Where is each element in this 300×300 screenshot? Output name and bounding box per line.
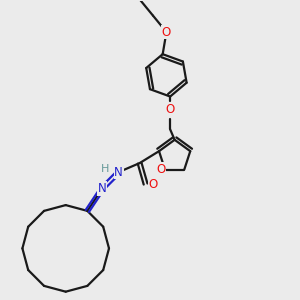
Text: O: O <box>148 178 158 190</box>
Text: N: N <box>98 182 107 195</box>
Text: H: H <box>101 164 110 174</box>
Text: O: O <box>166 103 175 116</box>
Text: O: O <box>156 163 165 176</box>
Text: N: N <box>114 166 123 178</box>
Text: O: O <box>162 26 171 38</box>
